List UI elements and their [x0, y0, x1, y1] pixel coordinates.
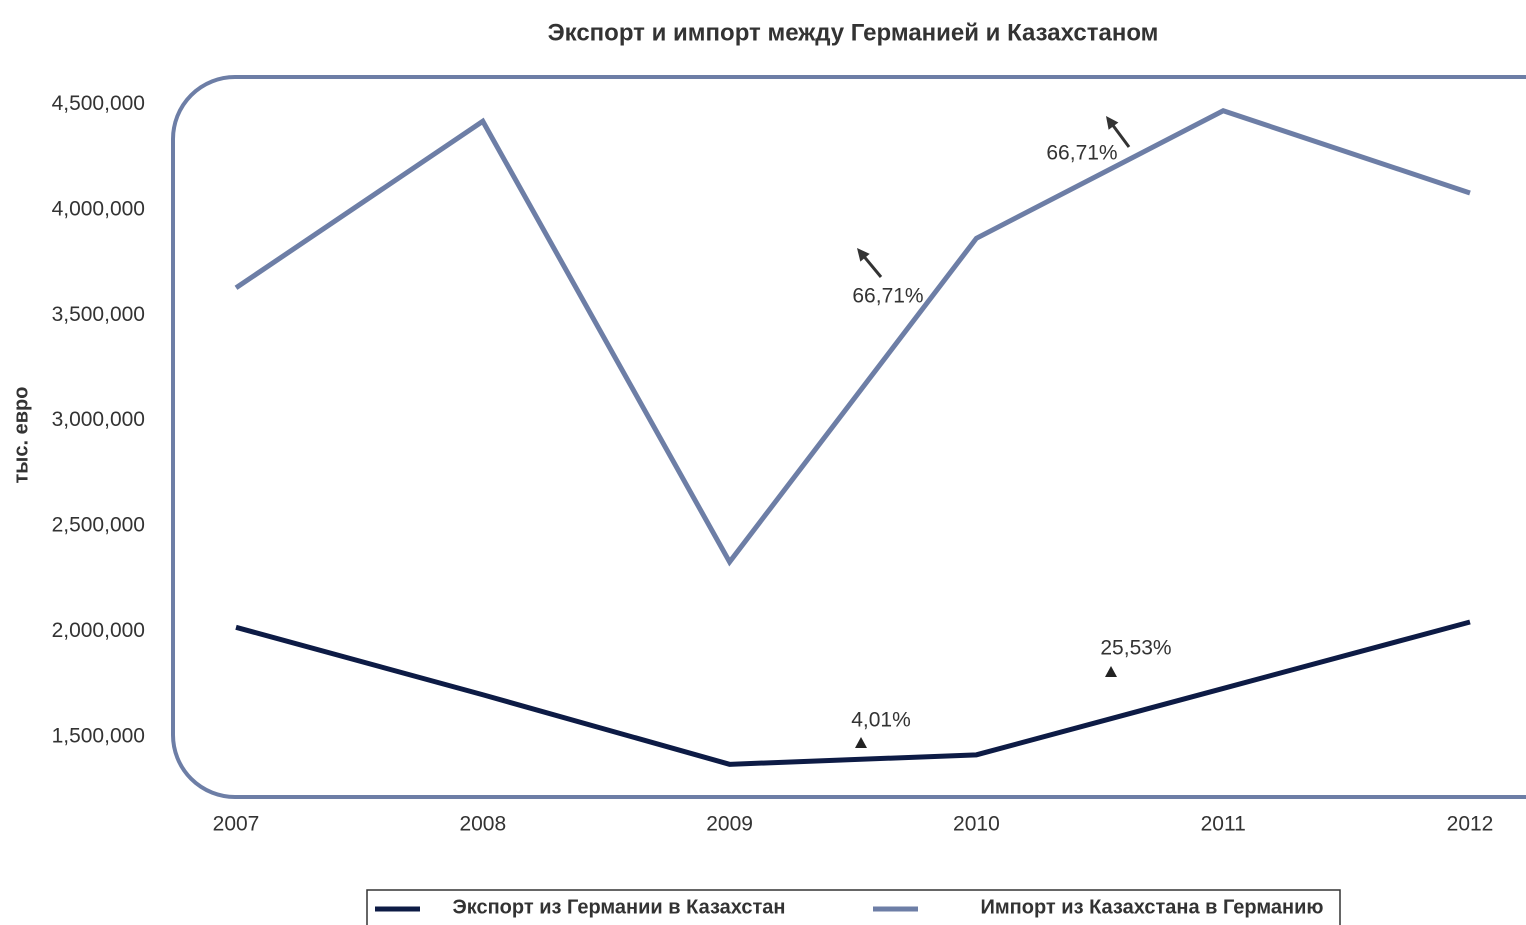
y-tick-label: 2,500,000 [52, 514, 145, 537]
annotation-arrow [860, 253, 883, 278]
plot-frame [171, 75, 1526, 799]
y-tick-label: 4,500,000 [52, 92, 145, 115]
y-tick-label: 1,500,000 [52, 724, 145, 747]
annotation: 66,71% [1046, 142, 1117, 165]
legend-box [366, 889, 1341, 925]
y-tick-label: 4,000,000 [52, 197, 145, 220]
series-line [235, 619, 1471, 767]
annotation: 25,53% [1100, 637, 1171, 660]
x-tick-label: 2008 [459, 813, 506, 836]
x-tick-label: 2007 [213, 813, 260, 836]
series-line [234, 108, 1471, 567]
annotation-arrowhead [1106, 116, 1119, 130]
y-axis-label: тыс. евро [10, 387, 32, 484]
annotation-triangle [855, 737, 867, 748]
annotation-arrow [1109, 121, 1131, 148]
y-tick-label: 3,500,000 [52, 303, 145, 326]
legend-label: Импорт из Казахстана в Германию [981, 896, 1324, 918]
annotation: 66,71% [852, 285, 923, 308]
x-tick-label: 2011 [1201, 813, 1246, 836]
x-tick-label: 2012 [1447, 813, 1494, 836]
legend-label: Экспорт из Германии в Казахстан [453, 896, 786, 918]
y-tick-label: 2,000,000 [52, 619, 145, 642]
chart-title: Экспорт и импорт между Германией и Казах… [548, 19, 1159, 46]
x-tick-label: 2009 [706, 813, 753, 836]
annotation-arrowhead [857, 248, 870, 262]
y-tick-label: 3,000,000 [52, 408, 145, 431]
annotation-triangle [1105, 666, 1117, 677]
annotation: 4,01% [851, 709, 911, 732]
x-tick-label: 2010 [953, 813, 1000, 836]
